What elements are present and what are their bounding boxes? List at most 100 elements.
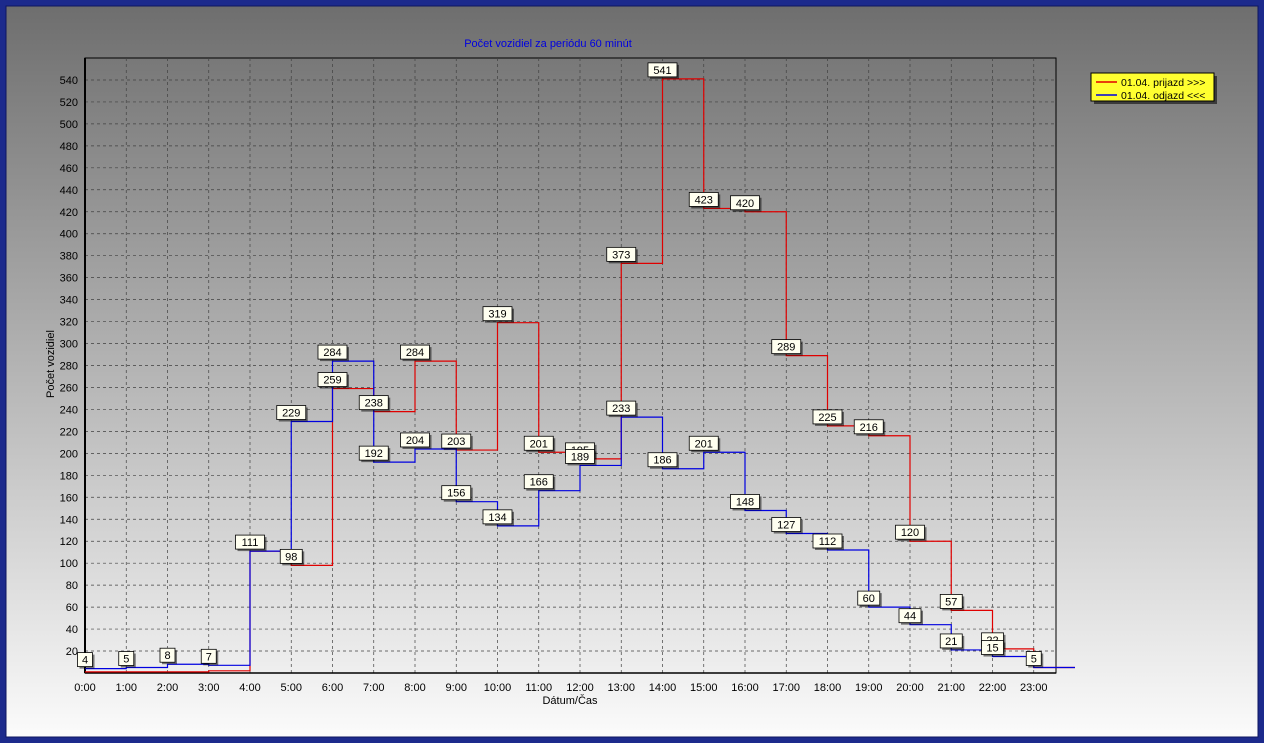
data-label-box xyxy=(606,246,637,262)
data-label-text: 423 xyxy=(695,194,713,206)
y-tick-label: 280 xyxy=(60,361,78,373)
data-label-box xyxy=(565,449,595,464)
data-label-text: 8 xyxy=(164,650,170,662)
data-label-box xyxy=(606,400,637,416)
y-tick-label: 400 xyxy=(60,229,78,241)
data-label-text: 21 xyxy=(945,636,957,648)
data-label-box xyxy=(400,344,430,360)
x-tick-label: 2:00 xyxy=(157,682,178,694)
data-label: 203 xyxy=(441,433,473,451)
data-label-box xyxy=(358,445,389,461)
data-label: 189 xyxy=(565,449,597,466)
data-label-text: 541 xyxy=(653,65,671,77)
y-tick-label: 260 xyxy=(60,382,78,394)
data-label-text: 319 xyxy=(488,309,506,321)
x-tick-label: 3:00 xyxy=(198,682,219,694)
data-label: 319 xyxy=(482,306,514,323)
data-label-text: 127 xyxy=(777,520,795,532)
data-label-box xyxy=(523,435,554,451)
data-label-text: 238 xyxy=(365,398,383,410)
data-label-box xyxy=(482,306,513,322)
data-label: 98 xyxy=(279,548,305,566)
data-label-box xyxy=(159,647,176,663)
data-label-box xyxy=(898,608,922,624)
data-label: 423 xyxy=(688,192,721,209)
data-label: 201 xyxy=(523,435,556,453)
data-label-text: 216 xyxy=(860,422,878,434)
y-tick-label: 160 xyxy=(60,492,78,504)
data-label-text: 229 xyxy=(282,408,300,420)
data-label: 289 xyxy=(771,339,803,356)
data-label: 420 xyxy=(730,195,762,212)
data-label: 186 xyxy=(647,452,679,469)
data-label-box xyxy=(235,534,265,550)
data-label-text: 5 xyxy=(123,654,129,666)
y-tick-label: 120 xyxy=(60,536,78,548)
data-label-text: 4 xyxy=(82,655,88,667)
data-label: 7 xyxy=(200,648,219,666)
data-label-text: 7 xyxy=(206,651,212,663)
y-tick-label: 180 xyxy=(60,470,78,482)
y-tick-label: 540 xyxy=(60,75,78,87)
data-label-box xyxy=(482,509,513,525)
data-label-text: 134 xyxy=(488,512,506,524)
data-label: 204 xyxy=(400,432,432,449)
data-label-box xyxy=(981,640,1004,655)
y-tick-label: 240 xyxy=(60,404,78,416)
y-tick-label: 420 xyxy=(60,207,78,219)
data-label-box xyxy=(441,485,472,501)
data-label-text: 44 xyxy=(904,611,916,623)
x-tick-label: 11:00 xyxy=(525,682,552,694)
data-label: 192 xyxy=(358,445,391,463)
data-label: 216 xyxy=(853,419,886,436)
data-label-text: 5 xyxy=(1031,654,1037,666)
data-label: 15 xyxy=(981,640,1006,657)
data-label: 284 xyxy=(400,344,432,362)
y-tick-label: 520 xyxy=(60,97,78,109)
data-label-box xyxy=(358,395,389,411)
data-label-text: 225 xyxy=(818,412,836,424)
data-label: 233 xyxy=(606,400,638,418)
data-label-box xyxy=(1025,651,1042,666)
data-label-box xyxy=(317,344,348,360)
data-label: 44 xyxy=(898,608,923,625)
data-label-text: 120 xyxy=(901,527,919,539)
data-label-text: 111 xyxy=(242,537,259,549)
x-tick-label: 7:00 xyxy=(363,682,384,694)
data-label-text: 420 xyxy=(736,198,754,210)
x-tick-label: 5:00 xyxy=(281,682,302,694)
y-tick-label: 320 xyxy=(60,317,78,329)
x-tick-label: 21:00 xyxy=(937,682,965,694)
data-label-text: 233 xyxy=(612,403,630,415)
y-tick-label: 200 xyxy=(60,448,78,460)
data-label: 229 xyxy=(276,405,308,422)
chart-title: Počet vozidiel za periódu 60 minút xyxy=(464,38,632,50)
data-label: 201 xyxy=(688,435,721,453)
data-label-box xyxy=(939,633,963,649)
data-label-text: 201 xyxy=(695,438,713,450)
y-tick-label: 360 xyxy=(60,273,78,285)
y-tick-label: 20 xyxy=(66,646,78,658)
x-tick-label: 17:00 xyxy=(772,682,800,694)
x-tick-label: 9:00 xyxy=(446,682,467,694)
x-tick-label: 16:00 xyxy=(731,682,759,694)
data-label-text: 112 xyxy=(819,536,837,548)
y-tick-label: 140 xyxy=(60,514,78,526)
x-tick-label: 15:00 xyxy=(690,682,718,694)
data-label-box xyxy=(730,195,760,211)
data-label-box xyxy=(853,419,884,435)
y-tick-label: 500 xyxy=(60,119,78,131)
data-label-box xyxy=(857,590,881,606)
data-label-text: 156 xyxy=(447,488,465,500)
legend: 01.04. prijazd >>> 01.04. odjazd <<< xyxy=(1090,72,1217,104)
data-label: 238 xyxy=(358,395,391,412)
data-label-text: 203 xyxy=(447,436,465,448)
data-label-box xyxy=(895,524,925,540)
y-axis: 20 40 60 80 100 120 140 160 180 200 220 240 260 280 30… xyxy=(60,58,86,673)
x-tick-label: 0:00 xyxy=(74,682,95,694)
data-label: 127 xyxy=(771,517,803,534)
data-label-text: 189 xyxy=(571,451,589,463)
data-label-box xyxy=(441,433,472,449)
data-label-box xyxy=(118,651,135,666)
data-label-box xyxy=(276,405,307,420)
